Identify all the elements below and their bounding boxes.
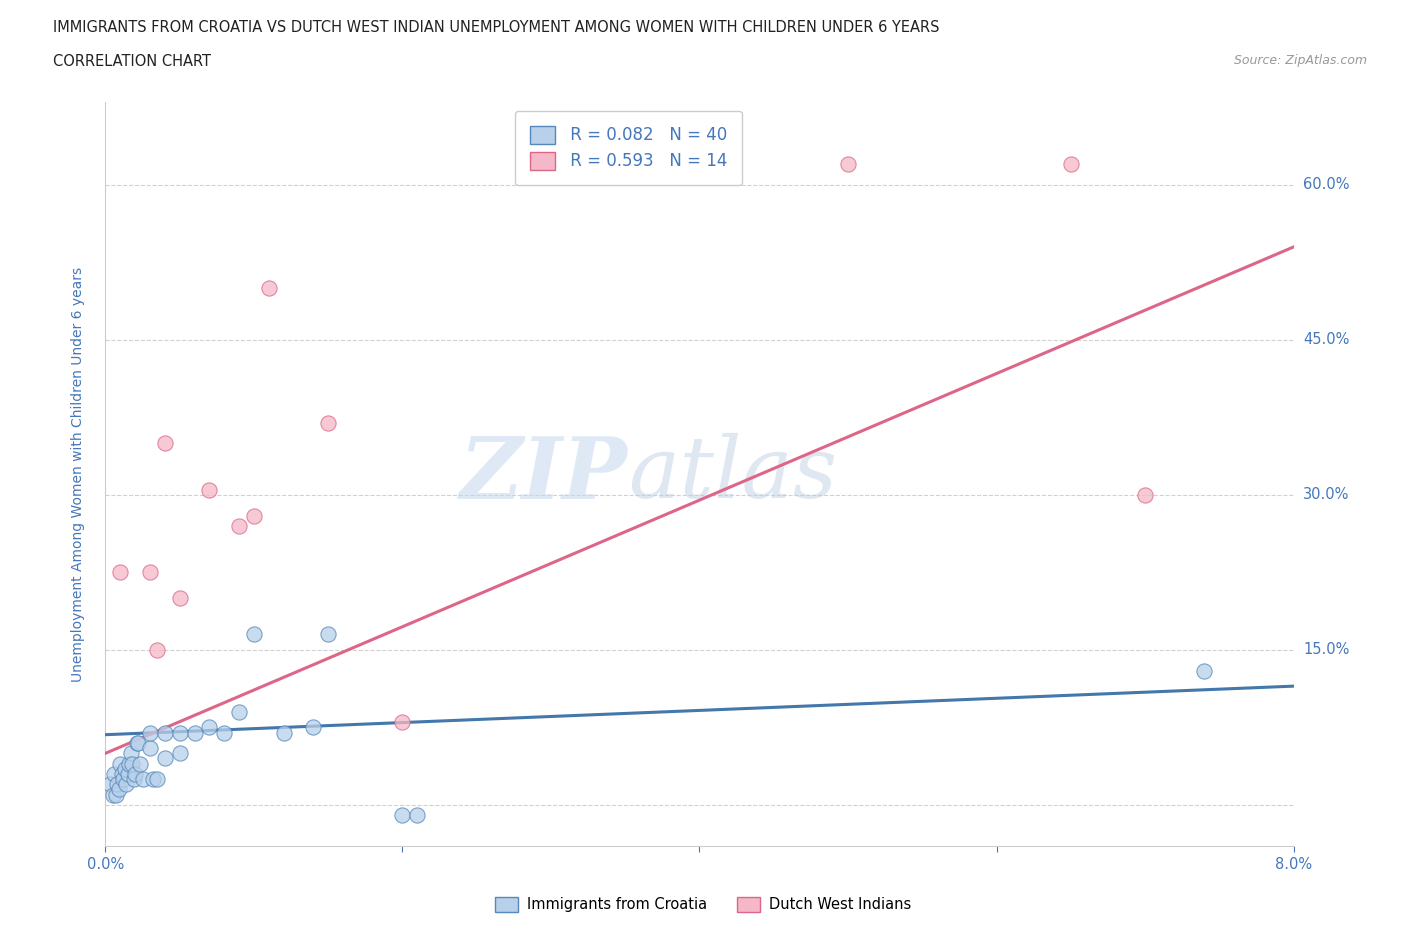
Point — [1060, 157, 1083, 172]
Point — [214, 725, 236, 740]
Point — [111, 766, 134, 781]
Point — [139, 725, 162, 740]
Point — [1133, 487, 1156, 502]
Point — [104, 787, 127, 802]
Point — [153, 436, 176, 451]
Text: atlas: atlas — [628, 433, 838, 515]
Point — [257, 281, 280, 296]
Point — [316, 415, 339, 430]
Point — [131, 772, 153, 787]
Text: 15.0%: 15.0% — [1303, 643, 1350, 658]
Point — [198, 483, 221, 498]
Point — [228, 519, 250, 534]
Point — [1194, 663, 1216, 678]
Text: CORRELATION CHART: CORRELATION CHART — [53, 54, 211, 69]
Point — [127, 736, 149, 751]
Point — [110, 565, 132, 580]
Point — [98, 777, 121, 791]
Point — [391, 808, 413, 823]
Point — [837, 157, 859, 172]
Point — [391, 715, 413, 730]
Point — [243, 627, 266, 642]
Point — [183, 725, 205, 740]
Point — [169, 591, 191, 605]
Point — [139, 565, 162, 580]
Point — [114, 762, 136, 777]
Point — [273, 725, 295, 740]
Point — [121, 756, 143, 771]
Point — [125, 736, 148, 751]
Point — [243, 508, 266, 523]
Point — [169, 746, 191, 761]
Point — [169, 725, 191, 740]
Point — [118, 756, 141, 771]
Point — [108, 782, 131, 797]
Point — [316, 627, 339, 642]
Point — [105, 777, 128, 791]
Point — [101, 787, 124, 802]
Legend: Immigrants from Croatia, Dutch West Indians: Immigrants from Croatia, Dutch West Indi… — [489, 891, 917, 918]
Text: 30.0%: 30.0% — [1303, 487, 1350, 502]
Text: Source: ZipAtlas.com: Source: ZipAtlas.com — [1233, 54, 1367, 67]
Point — [112, 772, 135, 787]
Point — [228, 705, 250, 720]
Point — [115, 777, 138, 791]
Point — [142, 772, 165, 787]
Point — [146, 643, 169, 658]
Point — [146, 772, 169, 787]
Point — [153, 725, 176, 740]
Legend:  R = 0.082   N = 40,  R = 0.593   N = 14: R = 0.082 N = 40, R = 0.593 N = 14 — [515, 111, 742, 185]
Point — [120, 746, 142, 761]
Point — [406, 808, 429, 823]
Point — [110, 756, 132, 771]
Y-axis label: Unemployment Among Women with Children Under 6 years: Unemployment Among Women with Children U… — [70, 267, 84, 682]
Text: 60.0%: 60.0% — [1303, 178, 1350, 193]
Point — [103, 766, 125, 781]
Text: 45.0%: 45.0% — [1303, 332, 1350, 348]
Point — [128, 756, 150, 771]
Point — [117, 766, 139, 781]
Text: ZIP: ZIP — [460, 432, 628, 516]
Point — [302, 720, 325, 735]
Text: IMMIGRANTS FROM CROATIA VS DUTCH WEST INDIAN UNEMPLOYMENT AMONG WOMEN WITH CHILD: IMMIGRANTS FROM CROATIA VS DUTCH WEST IN… — [53, 20, 941, 35]
Point — [153, 751, 176, 766]
Point — [122, 772, 145, 787]
Point — [124, 766, 146, 781]
Point — [198, 720, 221, 735]
Point — [139, 740, 162, 755]
